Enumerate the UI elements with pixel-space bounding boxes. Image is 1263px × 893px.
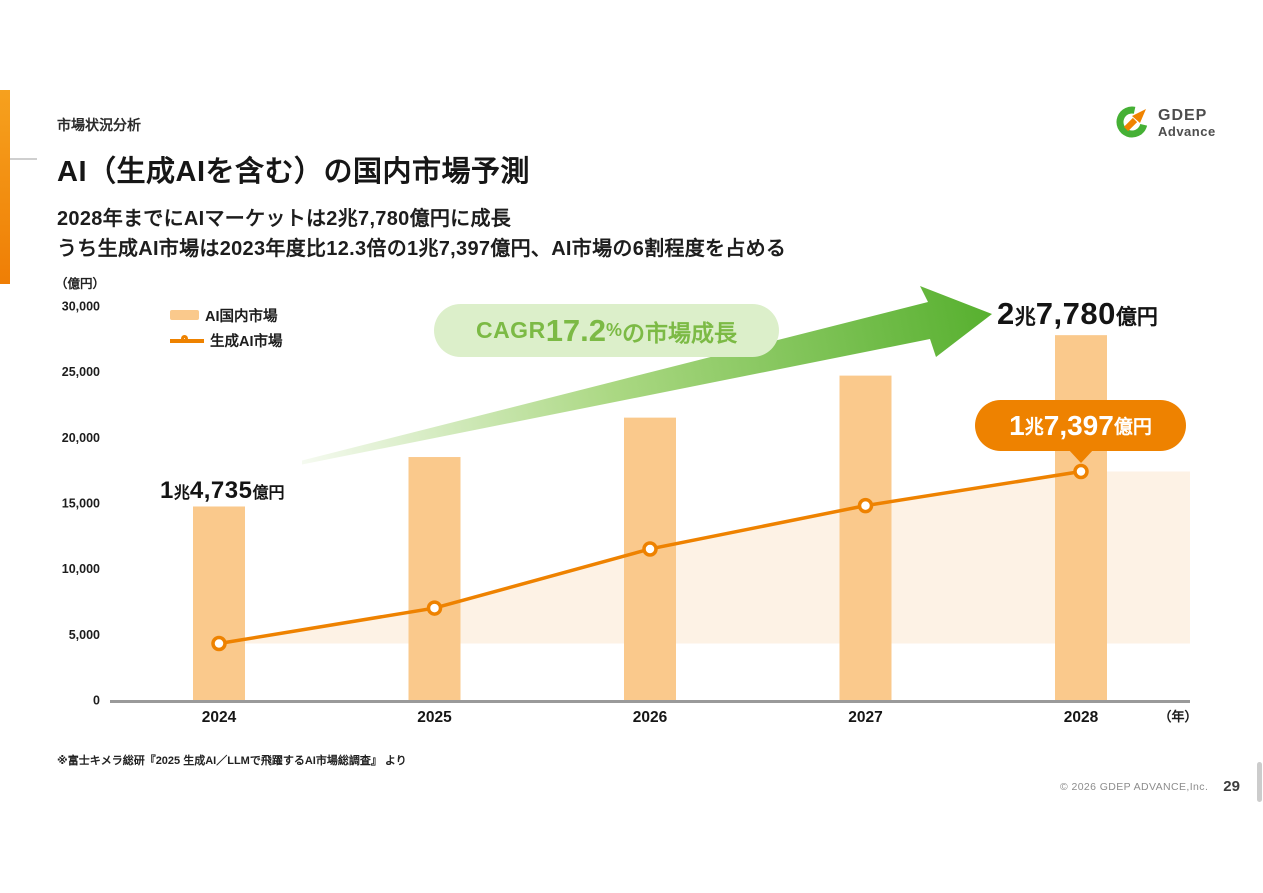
source-footnote: ※富士キメラ総研『2025 生成AI／LLMで飛躍するAI市場総調査』 より xyxy=(57,755,407,767)
logo-text-advance: Advance xyxy=(1158,124,1216,140)
left-accent-bar xyxy=(0,90,10,284)
line-series-swatch xyxy=(170,331,204,349)
line-marker-2024 xyxy=(211,635,227,652)
legend-item-genai-market: 生成AI市場 xyxy=(170,331,283,350)
x-label-2026: 2026 xyxy=(633,709,668,726)
bar-2025 xyxy=(408,457,461,700)
subtitle-line-1: 2028年までにAIマーケットは2兆7,780億円に成長 xyxy=(57,208,512,230)
bar-2026 xyxy=(624,417,676,700)
copyright-text: © 2026 GDEP ADVANCE,Inc. xyxy=(1060,780,1209,793)
y-tick-5,000: 5,000 xyxy=(69,628,100,642)
legend-label-ai-market: AI国内市場 xyxy=(205,308,278,325)
x-label-2027: 2027 xyxy=(848,709,882,726)
y-tick-10,000: 10,000 xyxy=(62,562,100,576)
y-tick-20,000: 20,000 xyxy=(62,431,100,445)
cagr-growth-pill: CAGR 17.2% の市場成長 xyxy=(434,304,779,357)
y-tick-25,000: 25,000 xyxy=(62,365,100,379)
data-label-2024: 1兆4,735億円 xyxy=(160,477,285,504)
bar-2024 xyxy=(193,506,245,700)
line-marker-2028 xyxy=(1073,463,1089,480)
legend-item-ai-market: AI国内市場 xyxy=(170,306,283,325)
page-title: AI（生成AIを含む）の国内市場予測 xyxy=(57,156,531,188)
gdep-logo-icon xyxy=(1115,103,1151,144)
subtitle-line-2: うち生成AI市場は2023年度比12.3倍の1兆7,397億円、AI市場の6割程… xyxy=(57,238,787,260)
x-label-2025: 2025 xyxy=(417,709,452,726)
x-label-2024: 2024 xyxy=(202,709,237,726)
bar-series-swatch xyxy=(170,310,199,320)
data-label-2028: 2兆7,780億円 xyxy=(997,296,1158,331)
gdep-logo: GDEP Advance xyxy=(1115,103,1216,144)
y-tick-15,000: 15,000 xyxy=(62,497,100,511)
growth-arrow xyxy=(302,286,992,465)
bar-2027 xyxy=(839,375,892,700)
chart-legend: AI国内市場 生成AI市場 xyxy=(170,306,283,350)
line-area-fill xyxy=(219,471,1190,644)
genai-2028-value-badge: 1 兆 7,397 億円 xyxy=(975,400,1186,463)
scrollbar-thumb[interactable] xyxy=(1257,762,1262,802)
y-tick-0: 0 xyxy=(93,694,100,708)
legend-label-genai-market: 生成AI市場 xyxy=(210,333,283,350)
logo-text-gdep: GDEP xyxy=(1158,107,1208,125)
x-label-2028: 2028 xyxy=(1064,709,1099,726)
y-tick-30,000: 30,000 xyxy=(62,300,100,314)
footer: © 2026 GDEP ADVANCE,Inc. 29 xyxy=(1060,778,1240,795)
x-axis-unit-label: （年） xyxy=(1158,709,1197,724)
line-marker-2026 xyxy=(642,541,658,557)
line-marker-2027 xyxy=(857,497,874,514)
bar-2028 xyxy=(1055,335,1107,700)
page-number: 29 xyxy=(1223,778,1240,795)
section-label: 市場状況分析 xyxy=(57,117,141,133)
y-axis-unit-label: （億円） xyxy=(55,277,106,291)
title-dash xyxy=(10,158,37,160)
line-marker-2025 xyxy=(426,600,443,616)
